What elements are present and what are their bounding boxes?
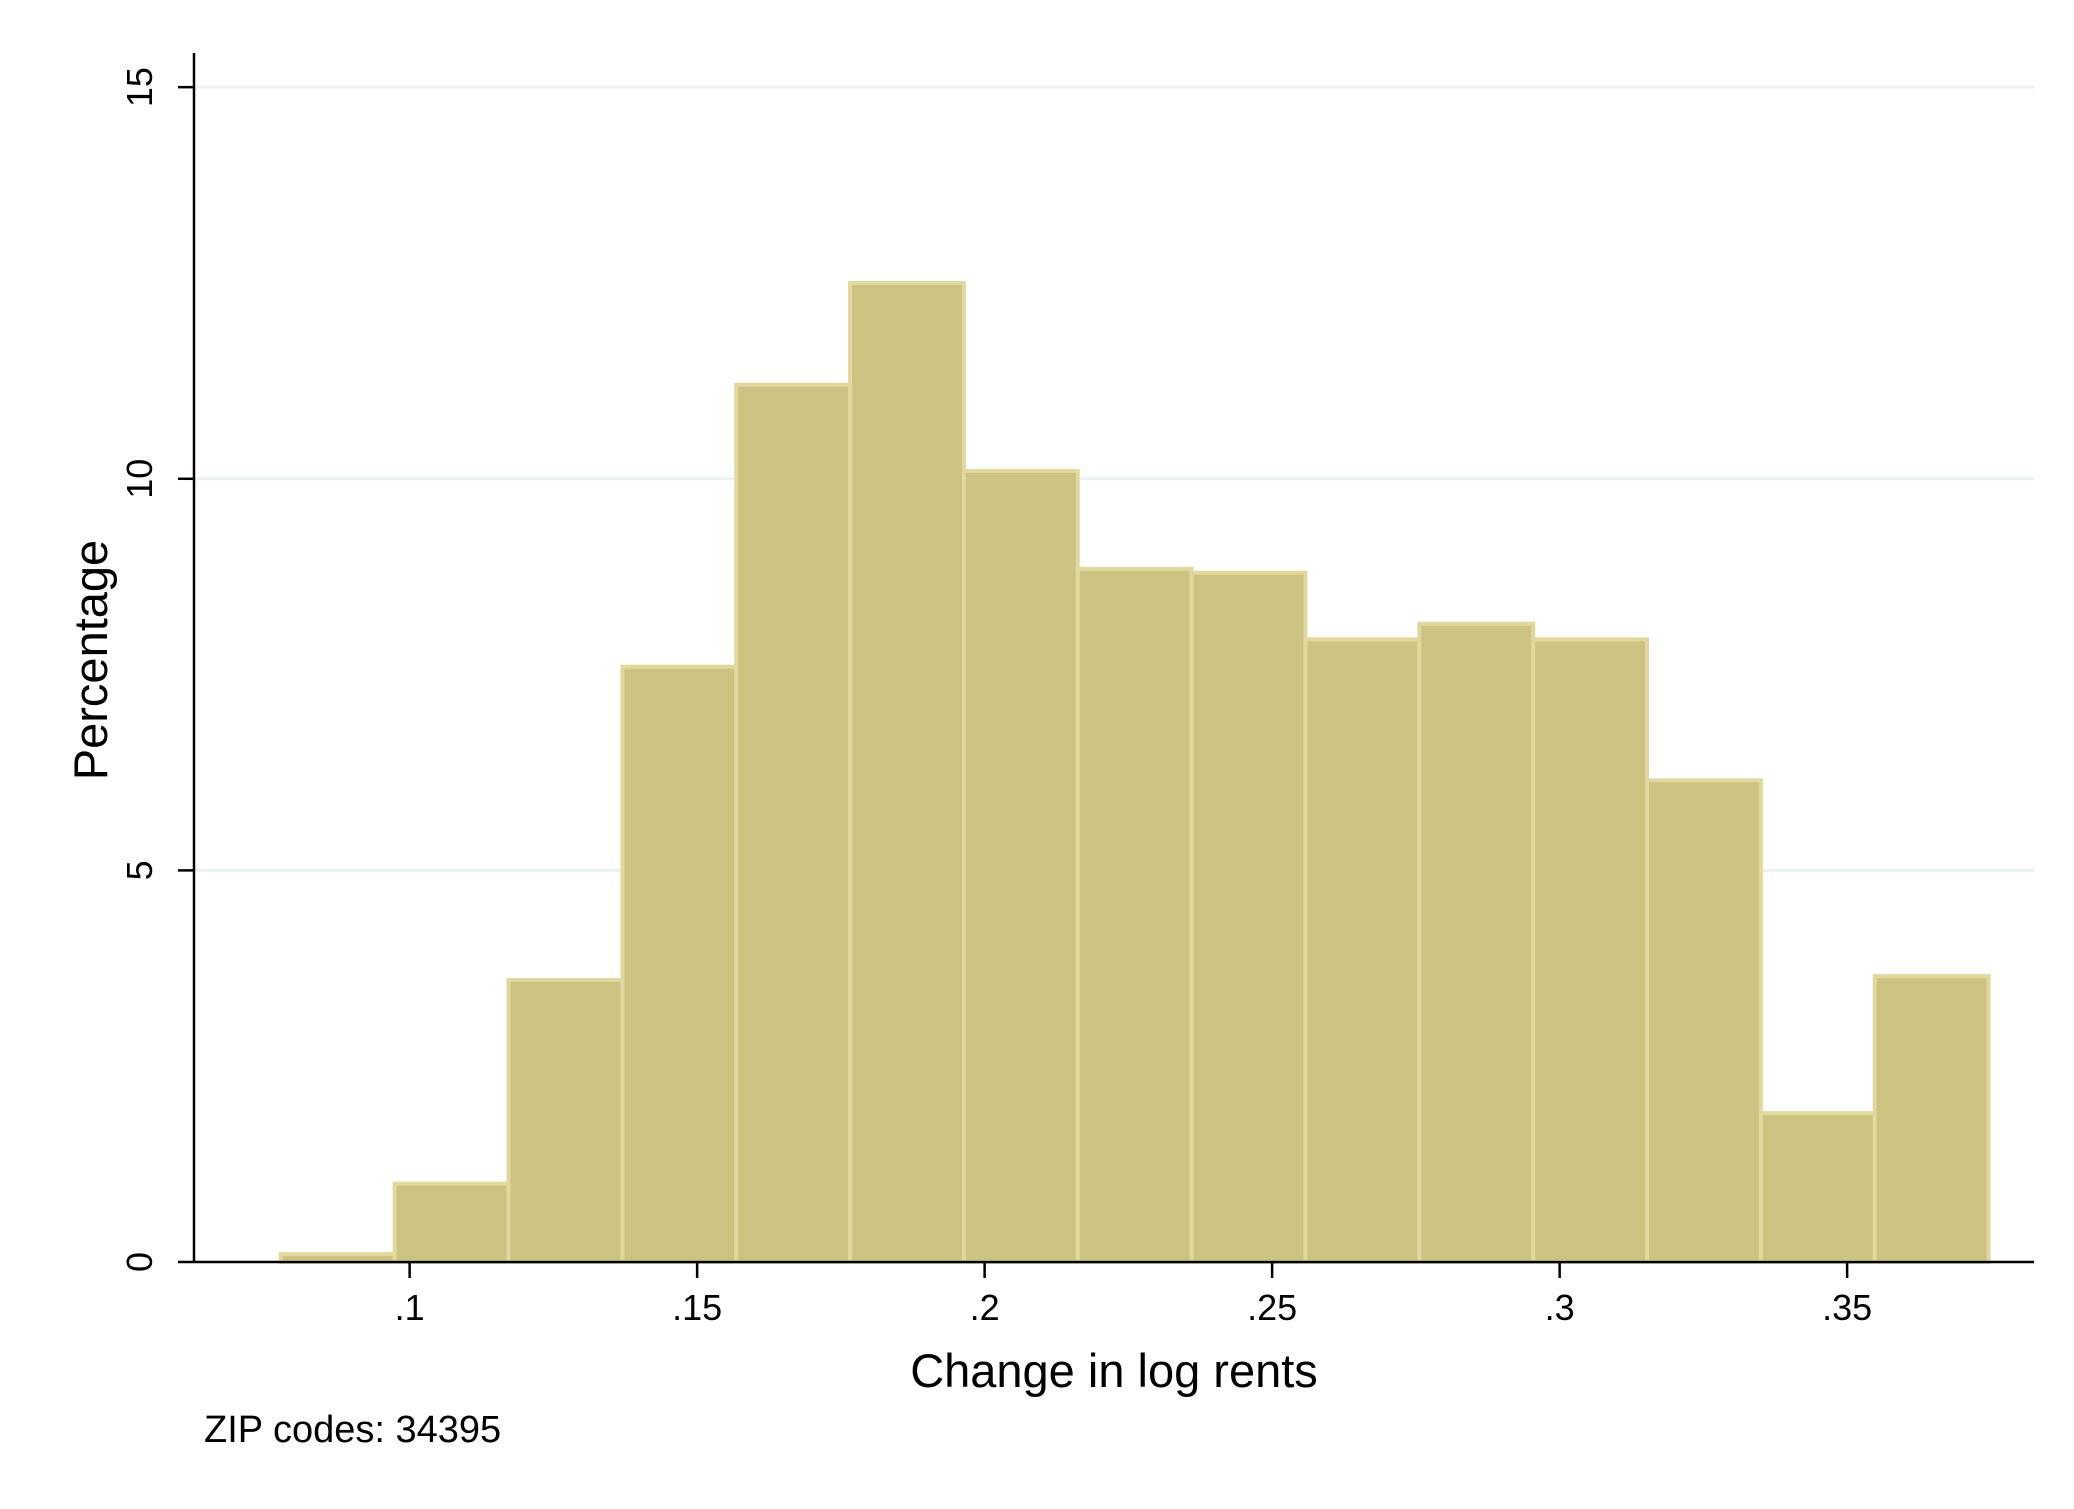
histogram-bar-3 bbox=[506, 978, 625, 1264]
histogram-bar-14 bbox=[1758, 1111, 1877, 1265]
chart-note: ZIP codes: 34395 bbox=[204, 1409, 501, 1451]
y-tick-label-15: 15 bbox=[119, 67, 160, 107]
histogram-bar-6 bbox=[848, 280, 966, 1265]
x-tick-label-.25: .25 bbox=[1247, 1287, 1297, 1328]
x-tick-label-.3: .3 bbox=[1545, 1287, 1575, 1328]
histogram-bar-9 bbox=[1189, 570, 1308, 1264]
histogram-bar-15 bbox=[1872, 974, 1991, 1264]
histogram-bar-8 bbox=[1075, 566, 1194, 1264]
histogram-bar-12 bbox=[1531, 637, 1650, 1264]
y-tick-label-0: 0 bbox=[119, 1252, 160, 1272]
histogram-bar-11 bbox=[1417, 621, 1536, 1264]
x-tick-label-.1: .1 bbox=[395, 1287, 425, 1328]
x-tick-label-.15: .15 bbox=[672, 1287, 722, 1328]
histogram-bar-7 bbox=[961, 468, 1080, 1264]
histogram-bar-4 bbox=[620, 664, 739, 1264]
axes bbox=[192, 53, 2034, 1264]
histogram-bar-13 bbox=[1645, 778, 1763, 1264]
x-tick-label-.2: .2 bbox=[970, 1287, 1000, 1328]
y-axis-title: Percentage bbox=[64, 540, 117, 780]
histogram-bar-2 bbox=[392, 1181, 511, 1264]
axis-ticks: 0 5 10 15 .1 .15 .2 .25 .3 .35 bbox=[119, 67, 1872, 1328]
y-tick-label-10: 10 bbox=[119, 459, 160, 499]
x-axis-title: Change in log rents bbox=[910, 1344, 1318, 1397]
histogram-bars bbox=[278, 280, 1991, 1265]
x-tick-label-.35: .35 bbox=[1822, 1287, 1872, 1328]
histogram-bar-5 bbox=[734, 382, 853, 1264]
y-tick-label-5: 5 bbox=[119, 860, 160, 880]
histogram-bar-10 bbox=[1303, 637, 1422, 1264]
